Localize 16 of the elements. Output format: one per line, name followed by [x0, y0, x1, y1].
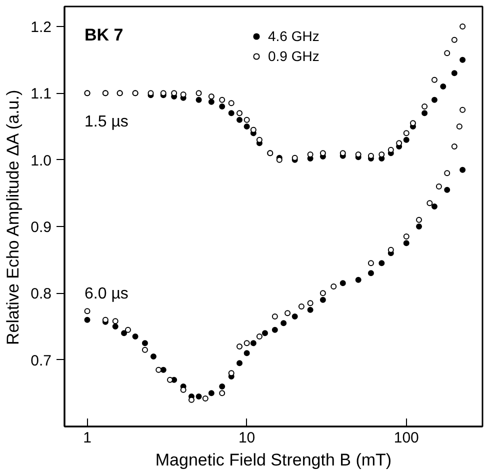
annotation: 1.5 µs	[84, 114, 128, 130]
y-tick-label: 1.0	[30, 152, 52, 170]
y-tick-label: 0.7	[30, 352, 52, 370]
y-tick-label: 1.2	[30, 19, 52, 36]
x-axis-title: Magnetic Field Strength B (mT)	[155, 450, 392, 470]
y-axis-title: Relative Echo Amplitude ΔA (a.u.)	[4, 90, 23, 346]
y-tick-label: 0.9	[30, 219, 52, 236]
legend-label: 4.6 GHz	[268, 28, 320, 44]
x-tick-label: 10	[238, 430, 256, 446]
x-tick-label: 100	[394, 430, 419, 446]
annotation: BK 7	[84, 26, 124, 44]
x-tick-label: 1	[83, 430, 92, 446]
legend-label: 0.9 GHz	[268, 48, 320, 64]
annotation: 6.0 µs	[84, 286, 128, 302]
y-tick-label: 0.8	[30, 286, 52, 303]
y-tick-label: 1.1	[30, 86, 52, 103]
